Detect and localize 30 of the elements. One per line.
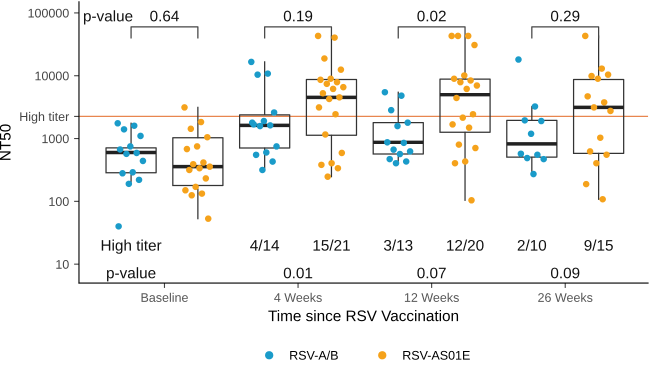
annotation: 2/10 <box>518 240 546 251</box>
annotation: 0.19 <box>284 10 312 22</box>
annotation: 12/20 <box>447 240 484 251</box>
annotation: p-value <box>107 267 156 282</box>
annotation: 0.07 <box>417 268 446 278</box>
x-axis-title: Time since RSV Vaccination <box>268 310 458 322</box>
x-tick-label: 26 Weeks <box>538 292 592 302</box>
annotation: 0.64 <box>150 10 179 22</box>
annotation: p-value <box>84 10 132 24</box>
annotation: 9/15 <box>584 240 613 251</box>
legend-label: RSV-A/B <box>290 350 338 360</box>
annotation: 0.09 <box>550 268 580 278</box>
x-tick-label: 4 Weeks <box>274 292 322 302</box>
annotation: 0.29 <box>550 10 580 22</box>
x-tick-label: Baseline <box>142 292 188 302</box>
annotation: 4/14 <box>250 240 280 251</box>
y-axis-title: NT50 <box>0 124 11 160</box>
y-tick-label: 100000 <box>28 8 69 18</box>
y-tick-label: High titer <box>20 112 70 124</box>
annotation: 15/21 <box>314 240 350 251</box>
y-tick-label: 10 <box>56 260 69 269</box>
x-tick-label: 12 Weeks <box>404 292 459 302</box>
y-tick-label: 100 <box>49 197 69 206</box>
annotation: 0.02 <box>417 10 446 22</box>
y-tick-label: 10000 <box>35 72 69 80</box>
annotation: 0.01 <box>284 268 312 278</box>
y-tick-label: 1000 <box>42 134 69 144</box>
annotation: 3/13 <box>384 240 412 251</box>
annotation: High titer <box>102 240 162 254</box>
legend-label: RSV-AS01E <box>403 350 470 360</box>
